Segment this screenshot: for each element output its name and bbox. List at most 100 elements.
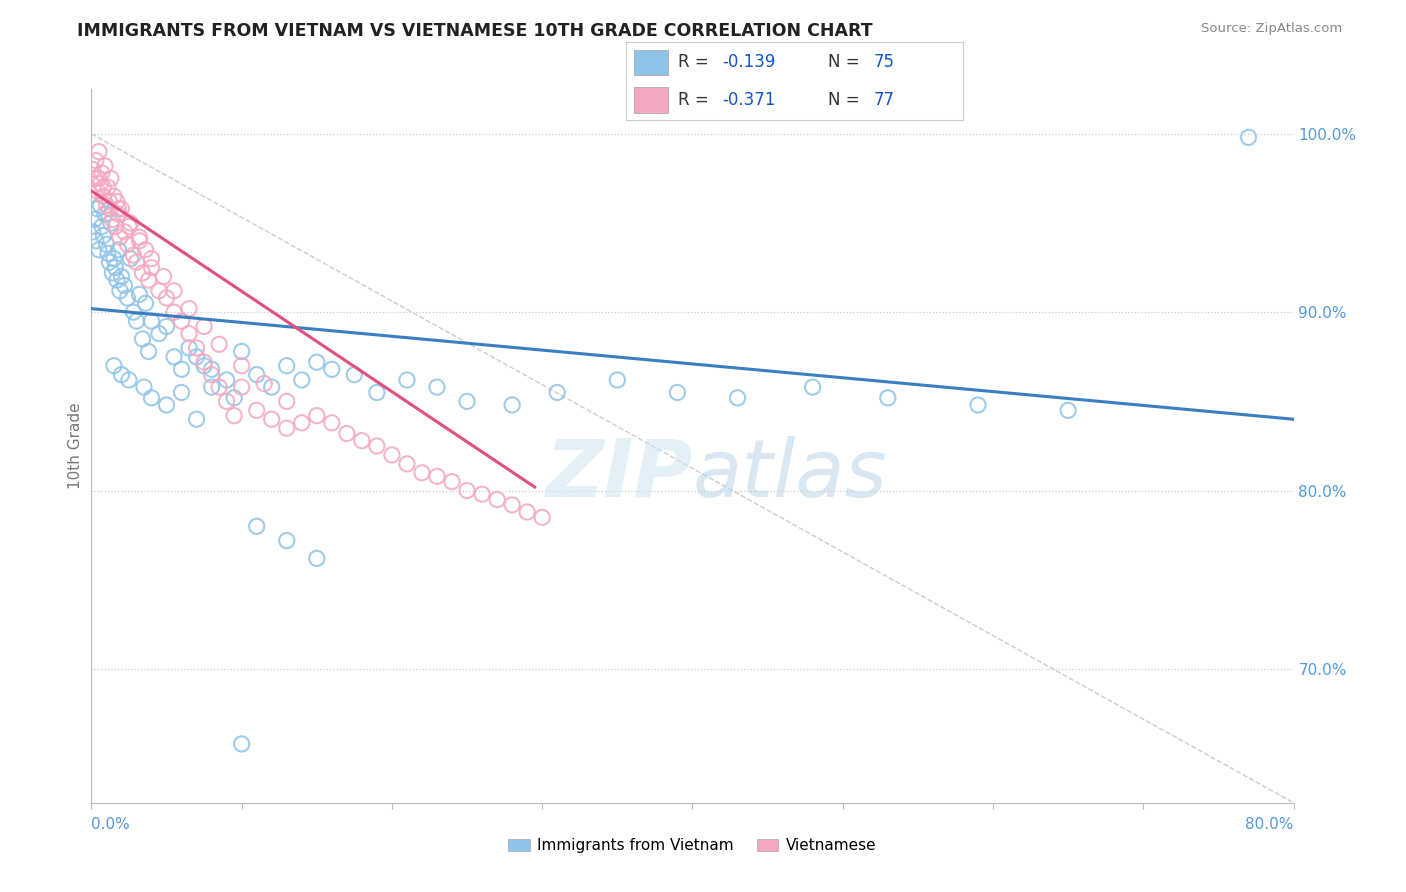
Point	[193, 355, 215, 369]
Point	[125, 314, 148, 328]
Point	[107, 202, 129, 216]
Point	[94, 207, 117, 221]
Point	[98, 202, 121, 216]
Point	[163, 350, 186, 364]
Point	[727, 391, 749, 405]
Point	[114, 225, 136, 239]
Point	[90, 166, 112, 180]
Point	[177, 326, 200, 341]
Point	[967, 398, 990, 412]
Point	[276, 421, 298, 435]
Point	[117, 237, 139, 252]
Y-axis label: 10th Grade: 10th Grade	[67, 402, 83, 490]
Point	[201, 368, 224, 382]
Point	[170, 314, 193, 328]
Point	[163, 284, 186, 298]
Point	[606, 373, 628, 387]
Point	[501, 398, 523, 412]
Point	[155, 398, 177, 412]
Point	[100, 216, 122, 230]
Point	[246, 403, 269, 417]
Point	[118, 219, 141, 234]
Point	[155, 291, 177, 305]
Point	[117, 291, 139, 305]
Point	[276, 533, 298, 548]
Text: Source: ZipAtlas.com: Source: ZipAtlas.com	[1202, 22, 1343, 36]
Point	[87, 243, 110, 257]
Point	[163, 305, 186, 319]
Point	[122, 305, 145, 319]
Point	[186, 341, 208, 355]
Point	[440, 475, 463, 489]
Point	[134, 296, 156, 310]
Point	[141, 252, 163, 266]
Point	[1237, 130, 1260, 145]
Point	[231, 380, 253, 394]
Point	[141, 391, 163, 405]
Text: N =: N =	[828, 54, 865, 71]
Point	[170, 362, 193, 376]
Point	[108, 284, 131, 298]
Point	[395, 373, 418, 387]
Point	[531, 510, 554, 524]
Point	[105, 273, 128, 287]
Point	[152, 269, 174, 284]
Bar	[634, 87, 668, 112]
Point	[107, 243, 129, 257]
Point	[98, 194, 121, 209]
Point	[122, 248, 145, 262]
Point	[105, 194, 128, 209]
Legend: Immigrants from Vietnam, Vietnamese: Immigrants from Vietnam, Vietnamese	[502, 832, 883, 859]
Point	[97, 180, 120, 194]
Point	[305, 355, 328, 369]
Point	[546, 385, 568, 400]
Point	[110, 368, 132, 382]
Point	[89, 198, 111, 212]
Point	[97, 246, 120, 260]
Point	[186, 412, 208, 426]
Point	[305, 551, 328, 566]
Point	[134, 243, 156, 257]
Point	[82, 225, 104, 239]
Point	[103, 252, 125, 266]
Text: N =: N =	[828, 91, 865, 109]
Point	[291, 416, 314, 430]
Point	[82, 162, 104, 177]
Point	[155, 319, 177, 334]
Point	[84, 234, 107, 248]
Point	[141, 314, 163, 328]
Point	[108, 230, 131, 244]
Point	[193, 359, 215, 373]
Point	[84, 153, 107, 168]
Point	[426, 469, 449, 483]
Point	[86, 184, 108, 198]
Point	[110, 269, 132, 284]
Point	[456, 483, 478, 498]
Point	[93, 228, 115, 243]
Point	[138, 273, 160, 287]
Point	[87, 145, 110, 159]
Point	[98, 255, 121, 269]
Point	[148, 284, 170, 298]
Point	[231, 359, 253, 373]
Point	[93, 180, 115, 194]
Text: -0.371: -0.371	[721, 91, 775, 109]
Point	[411, 466, 433, 480]
Point	[103, 189, 125, 203]
Point	[193, 319, 215, 334]
Text: IMMIGRANTS FROM VIETNAM VS VIETNAMESE 10TH GRADE CORRELATION CHART: IMMIGRANTS FROM VIETNAM VS VIETNAMESE 10…	[77, 22, 873, 40]
Point	[104, 219, 127, 234]
Point	[231, 737, 253, 751]
Point	[107, 207, 129, 221]
Point	[208, 380, 231, 394]
Point	[177, 341, 200, 355]
Point	[381, 448, 404, 462]
Point	[395, 457, 418, 471]
Point	[118, 373, 141, 387]
Point	[110, 202, 132, 216]
Point	[114, 278, 136, 293]
Point	[90, 219, 112, 234]
Point	[201, 380, 224, 394]
Point	[876, 391, 898, 405]
Text: 77: 77	[873, 91, 894, 109]
